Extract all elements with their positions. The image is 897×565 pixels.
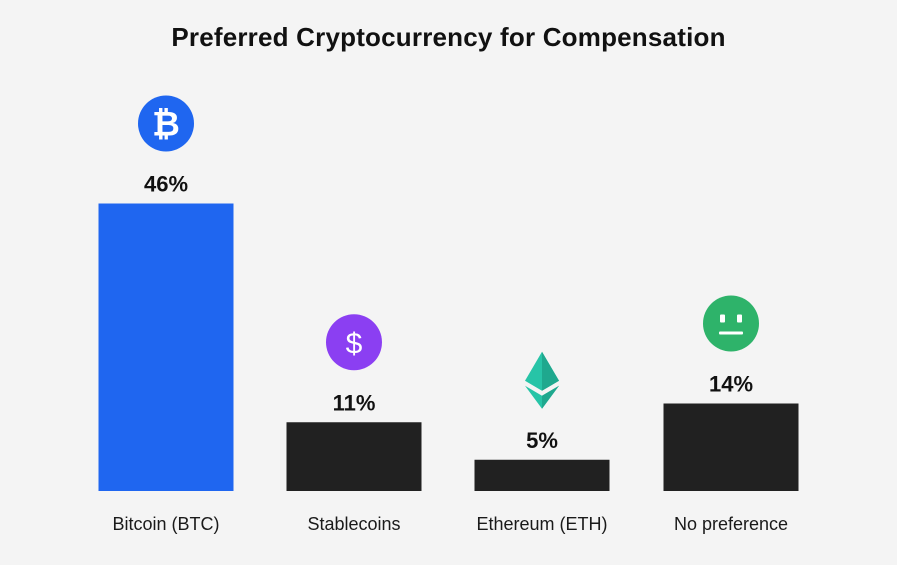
data-label: 14% <box>709 372 753 397</box>
bar <box>663 403 799 491</box>
data-label: 5% <box>526 428 558 453</box>
category-label: Stablecoins <box>307 514 400 534</box>
data-label: 11% <box>333 390 376 415</box>
bar <box>474 459 610 491</box>
svg-text:₿: ₿ <box>152 106 180 144</box>
ethereum-icon <box>525 351 559 409</box>
chart-title: Preferred Cryptocurrency for Compensatio… <box>171 22 726 52</box>
bar <box>98 203 234 491</box>
dollar-icon: $ <box>326 314 382 371</box>
category-label: Bitcoin (BTC) <box>112 514 219 534</box>
bitcoin-icon: ₿ <box>138 95 194 152</box>
svg-text:$: $ <box>346 327 363 360</box>
category-label: No preference <box>674 514 788 534</box>
bar <box>286 422 422 491</box>
data-label: 46% <box>144 172 188 197</box>
category-label: Ethereum (ETH) <box>476 514 607 534</box>
neutral-face-icon <box>703 295 759 352</box>
